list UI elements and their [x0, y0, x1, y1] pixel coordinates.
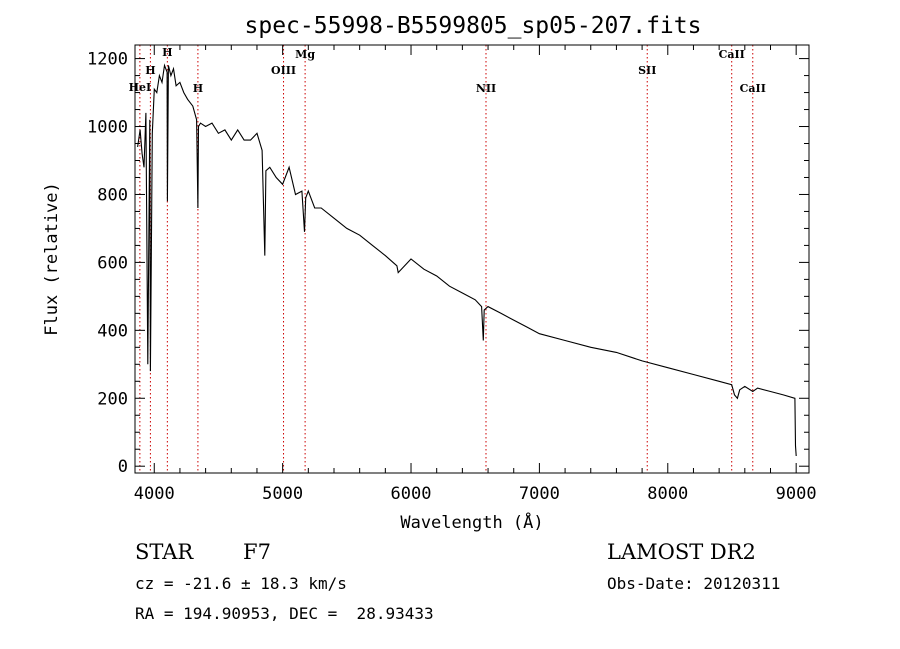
chart-title: spec-55998-B5599805_sp05-207.fits	[245, 13, 702, 39]
x-axis-label: Wavelength (Å)	[400, 511, 543, 533]
object-subclass: F7	[243, 540, 271, 564]
y-tick-label: 800	[97, 185, 128, 205]
line-marker-label: NII	[476, 82, 496, 95]
y-axis-ticks: 0 200 400 600 800 1000 1200	[87, 50, 809, 477]
redshift-text: cz = -21.6 ± 18.3 km/s	[135, 574, 347, 593]
x-tick-label: 6000	[391, 484, 432, 504]
line-marker-label: H	[193, 82, 203, 95]
x-tick-label: 9000	[776, 484, 817, 504]
line-marker-label: CaII	[740, 82, 766, 95]
y-tick-label: 0	[118, 457, 128, 477]
y-tick-label: 200	[97, 389, 128, 409]
line-marker-label: OIII	[271, 64, 296, 77]
line-marker-label: Mg	[295, 48, 315, 61]
line-marker-label: CaII	[719, 48, 745, 61]
y-tick-label: 1000	[87, 118, 128, 138]
line-marker-label: SII	[638, 64, 656, 77]
spectrum-line	[137, 63, 797, 457]
line-marker-label: H	[162, 46, 172, 59]
plot-frame	[134, 44, 810, 474]
line-marker-label: HeI	[129, 81, 152, 94]
x-axis-ticks: 4000 5000 6000 7000 8000 9000	[134, 45, 817, 504]
obs-date: Obs-Date: 20120311	[607, 574, 781, 593]
x-tick-label: 7000	[519, 484, 560, 504]
object-class: STAR	[135, 540, 194, 564]
x-tick-label: 4000	[134, 484, 175, 504]
y-axis-label: Flux (relative)	[42, 182, 62, 336]
y-tick-label: 1200	[87, 50, 128, 70]
line-marker-label: H	[145, 64, 155, 77]
x-tick-label: 5000	[262, 484, 303, 504]
survey-name: LAMOST DR2	[607, 540, 756, 564]
y-tick-label: 400	[97, 321, 128, 341]
y-tick-label: 600	[97, 253, 128, 273]
x-tick-label: 8000	[647, 484, 688, 504]
coordinates: RA = 194.90953, DEC = 28.93433	[135, 604, 434, 623]
